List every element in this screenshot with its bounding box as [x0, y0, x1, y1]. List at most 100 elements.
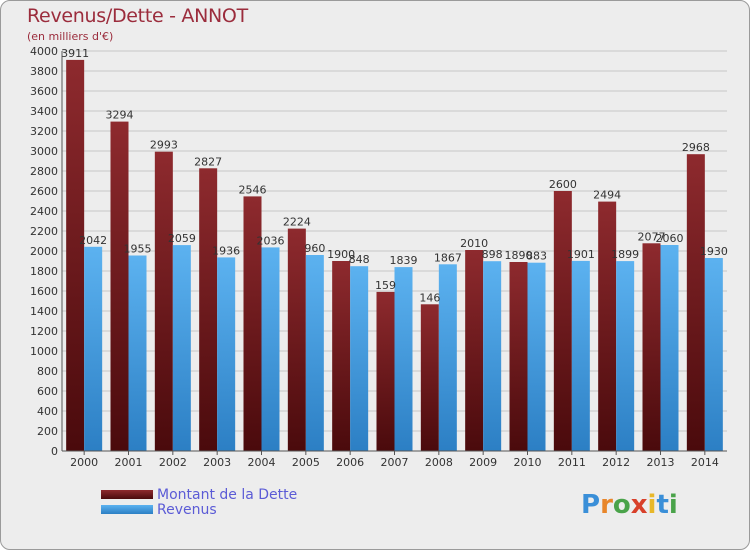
data-label: 1899: [611, 248, 639, 261]
bar-dette: [509, 262, 528, 451]
bar-dette: [199, 168, 218, 452]
bar-dette: [243, 196, 262, 451]
data-label: 848: [349, 253, 370, 266]
data-label: 159: [375, 279, 396, 292]
x-tick-label: 2012: [602, 456, 630, 469]
bar-dette: [66, 59, 85, 452]
logo-letter: x: [630, 490, 648, 520]
data-label: 3911: [61, 47, 89, 60]
data-label: 2600: [549, 178, 577, 191]
y-tick-label: 200: [37, 425, 58, 438]
y-tick-label: 3400: [30, 105, 58, 118]
data-label: 146: [419, 291, 440, 304]
bar-revenus: [571, 260, 590, 451]
logo-letter: i: [647, 490, 657, 520]
y-tick-label: 2400: [30, 205, 58, 218]
y-tick-label: 2800: [30, 165, 58, 178]
data-label: 1890: [505, 249, 533, 262]
proxiti-logo: Proxiti: [581, 490, 678, 520]
y-tick-label: 800: [37, 365, 58, 378]
bar-revenus: [616, 261, 635, 451]
bar-revenus: [704, 258, 723, 451]
bar-dette: [553, 191, 572, 451]
bar-dette: [287, 228, 306, 451]
x-tick-label: 2011: [558, 456, 586, 469]
logo-letter: t: [656, 490, 669, 520]
data-label: 1867: [434, 251, 462, 264]
legend-item-dette: Montant de la Dette: [101, 486, 298, 503]
bar-dette: [598, 201, 617, 451]
bar-dette: [110, 121, 129, 451]
bar-revenus: [483, 261, 502, 451]
y-tick-label: 3800: [30, 65, 58, 78]
data-label: 2036: [257, 234, 285, 247]
bar-revenus: [261, 247, 280, 451]
bar-dette: [420, 304, 439, 451]
x-tick-label: 2008: [425, 456, 453, 469]
y-tick-label: 4000: [30, 45, 58, 58]
y-tick-label: 1800: [30, 265, 58, 278]
bar-dette: [154, 151, 173, 451]
logo-letter: o: [612, 490, 631, 520]
x-tick-label: 2000: [70, 456, 98, 469]
bar-revenus: [217, 257, 236, 451]
logo-letter: r: [600, 490, 613, 520]
bar-revenus: [660, 245, 679, 451]
data-label: 1930: [700, 245, 728, 258]
bar-dette: [642, 243, 661, 451]
bar-revenus: [305, 255, 324, 451]
data-label: 2993: [150, 139, 178, 152]
data-label: 2494: [593, 189, 621, 202]
bar-dette: [332, 261, 351, 451]
bar-revenus: [394, 267, 413, 451]
data-label: 1901: [567, 248, 595, 261]
y-tick-label: 3200: [30, 125, 58, 138]
data-label: 1839: [390, 254, 418, 267]
x-tick-label: 2013: [647, 456, 675, 469]
bar-dette: [686, 154, 705, 451]
data-label: 1936: [212, 244, 240, 257]
data-label: 2968: [682, 141, 710, 154]
y-tick-label: 2600: [30, 185, 58, 198]
y-tick-label: 600: [37, 385, 58, 398]
bar-revenus: [128, 255, 147, 451]
chart-legend: Montant de la Dette Revenus: [101, 486, 298, 518]
data-label: 2224: [283, 216, 311, 229]
bar-dette: [465, 250, 484, 451]
x-tick-label: 2005: [292, 456, 320, 469]
data-label: 2060: [656, 232, 684, 245]
y-tick-label: 1600: [30, 285, 58, 298]
chart-title: Revenus/Dette - ANNOT: [27, 5, 248, 27]
legend-swatch-revenus: [101, 505, 153, 514]
y-tick-label: 2200: [30, 225, 58, 238]
bar-revenus: [172, 245, 191, 451]
data-label: 2059: [168, 232, 196, 245]
data-label: 2077: [638, 230, 666, 243]
data-label: 2827: [194, 155, 222, 168]
x-tick-label: 2003: [203, 456, 231, 469]
chart-subtitle: (en milliers d'€): [27, 30, 114, 43]
data-label: 2546: [239, 183, 267, 196]
bar-dette: [376, 291, 395, 451]
logo-letter: P: [581, 490, 601, 520]
data-label: 2010: [460, 237, 488, 250]
y-tick-label: 1400: [30, 305, 58, 318]
data-label: 883: [526, 250, 547, 263]
bar-revenus: [84, 246, 103, 451]
bar-revenus: [350, 266, 369, 451]
data-label: 1900: [327, 248, 355, 261]
data-label: 898: [482, 248, 503, 261]
y-tick-label: 3600: [30, 85, 58, 98]
x-tick-label: 2010: [514, 456, 542, 469]
x-tick-label: 2014: [691, 456, 719, 469]
y-tick-label: 0: [51, 445, 58, 458]
legend-label-dette: Montant de la Dette: [157, 486, 298, 503]
data-label: 2042: [79, 234, 107, 247]
y-tick-label: 1000: [30, 345, 58, 358]
y-tick-label: 3000: [30, 145, 58, 158]
legend-swatch-dette: [101, 490, 153, 499]
x-tick-label: 2004: [248, 456, 276, 469]
data-label: 3294: [106, 109, 134, 122]
